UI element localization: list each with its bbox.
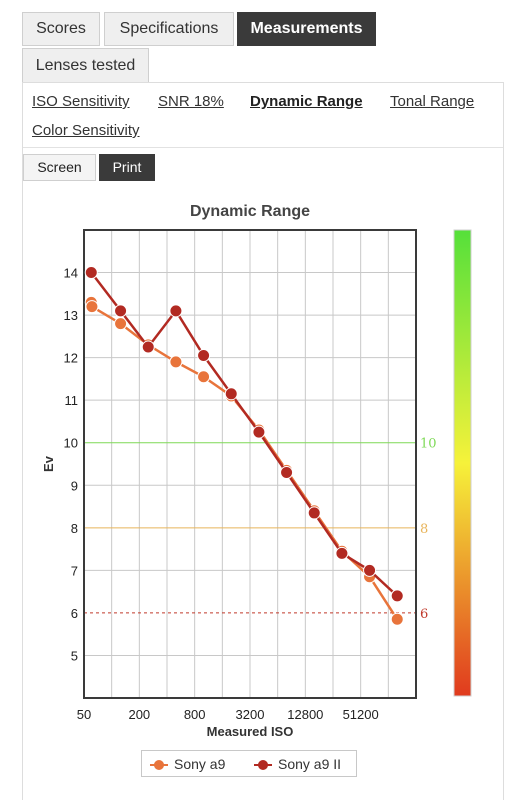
subnav-color-sensitivity[interactable]: Color Sensitivity — [32, 122, 140, 139]
legend-item-sony-a9-ii[interactable]: Sony a9 II — [254, 756, 341, 772]
y-tick-label: 9 — [71, 478, 78, 493]
data-point — [280, 466, 294, 480]
subnav-iso-sensitivity[interactable]: ISO Sensitivity — [32, 93, 130, 110]
y-tick-label: 8 — [71, 521, 78, 536]
y-tick-label: 7 — [71, 563, 78, 578]
legend-item-sony-a9[interactable]: Sony a9 — [150, 756, 225, 772]
data-point — [390, 589, 404, 603]
legend-swatch-icon — [254, 759, 272, 771]
subnav-tonal-range[interactable]: Tonal Range — [390, 93, 475, 110]
data-point — [197, 370, 211, 384]
data-point — [335, 546, 349, 560]
tab-measurements[interactable]: Measurements — [237, 12, 376, 46]
y-tick-label: 14 — [64, 266, 78, 281]
colorbar — [453, 229, 472, 697]
tab-scores[interactable]: Scores — [22, 12, 100, 46]
chart-title: Dynamic Range — [190, 203, 310, 220]
data-point — [114, 317, 128, 331]
data-point — [84, 266, 98, 280]
print-toggle-button[interactable]: Print — [99, 154, 155, 181]
data-point — [85, 300, 99, 314]
legend-label: Sony a9 II — [278, 756, 342, 772]
y-tick-label: 6 — [71, 606, 78, 621]
y-tick-label: 12 — [64, 351, 78, 366]
data-point — [141, 340, 155, 354]
data-point — [252, 425, 266, 439]
data-point — [363, 563, 377, 577]
tab-specifications[interactable]: Specifications — [104, 12, 234, 46]
y-tick-label: 13 — [64, 308, 78, 323]
data-point — [169, 355, 183, 369]
reference-line-label: 6 — [420, 607, 428, 622]
x-axis-label: Measured ISO — [207, 724, 294, 739]
subnav-divider — [23, 147, 503, 148]
x-tick-label: 200 — [128, 707, 150, 722]
x-tick-label: 51200 — [343, 707, 379, 722]
data-point — [307, 506, 321, 520]
subnav-snr-18[interactable]: SNR 18% — [158, 93, 224, 110]
subnav-dynamic-range[interactable]: Dynamic Range — [250, 93, 363, 110]
reference-line-label: 10 — [420, 437, 437, 452]
legend-swatch-icon — [150, 759, 168, 771]
screen-toggle-button[interactable]: Screen — [23, 154, 96, 181]
y-tick-label: 11 — [65, 393, 79, 408]
y-tick-label: 5 — [71, 648, 78, 663]
data-point — [197, 349, 211, 363]
x-tick-label: 3200 — [236, 707, 265, 722]
x-tick-label: 12800 — [287, 707, 323, 722]
chart-legend: Sony a9 Sony a9 II — [141, 750, 357, 777]
x-tick-label: 50 — [77, 707, 91, 722]
data-point — [390, 612, 404, 626]
y-tick-label: 10 — [64, 436, 78, 451]
y-axis-label: Ev — [41, 455, 56, 472]
reference-line-label: 8 — [420, 522, 428, 537]
legend-label: Sony a9 — [174, 756, 226, 772]
plot-frame — [83, 229, 417, 699]
data-point — [114, 304, 128, 318]
data-point — [169, 304, 183, 318]
data-point — [224, 387, 238, 401]
x-tick-label: 800 — [184, 707, 206, 722]
